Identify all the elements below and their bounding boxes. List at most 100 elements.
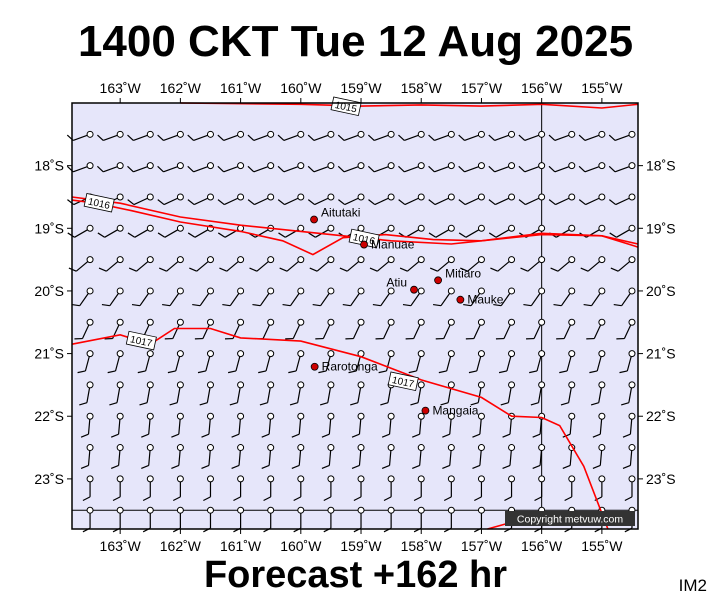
wind-barb-circle bbox=[327, 444, 335, 452]
wind-barb-staff bbox=[352, 324, 361, 339]
wind-barb-feather bbox=[247, 165, 255, 173]
wind-barb-circle bbox=[86, 475, 94, 483]
wind-barb-circle bbox=[477, 381, 485, 389]
wind-barb bbox=[442, 412, 455, 438]
copyright-text: Copyright metvuw.com bbox=[517, 514, 623, 526]
wind-barb-staff bbox=[224, 197, 239, 206]
wind-barb-feather bbox=[351, 433, 360, 438]
wind-barb-feather bbox=[342, 303, 351, 307]
wind-barb bbox=[141, 412, 154, 438]
wind-barb bbox=[529, 350, 546, 374]
wind-barb bbox=[402, 287, 425, 307]
axis-ticks: 163˚W 163˚W 162˚W 162˚W 161˚W 161˚W 160˚W 160˚W… bbox=[34, 80, 675, 554]
wind-barb bbox=[578, 162, 606, 173]
wind-barb-circle bbox=[267, 444, 275, 452]
wind-barb-circle bbox=[447, 412, 455, 420]
wind-barb-circle bbox=[387, 475, 395, 483]
map-frame bbox=[71, 102, 639, 530]
wind-barb-feather bbox=[383, 496, 392, 502]
wind-barb bbox=[435, 318, 455, 340]
wind-barb-staff bbox=[629, 450, 633, 466]
wind-barb-staff bbox=[388, 450, 392, 466]
wind-barb bbox=[378, 350, 395, 374]
wind-barb bbox=[277, 193, 305, 206]
town-marker: Manuae bbox=[360, 238, 415, 252]
wind-barb bbox=[608, 193, 636, 206]
wind-barb-feather bbox=[578, 134, 586, 141]
wind-barb-staff bbox=[283, 134, 299, 142]
wind-barb bbox=[458, 130, 485, 142]
wind-barb-feather bbox=[590, 402, 599, 406]
wind-barb bbox=[413, 506, 425, 533]
wind-barb-feather bbox=[472, 464, 481, 470]
wind-barb-circle bbox=[237, 256, 245, 264]
wind-barb bbox=[172, 506, 184, 533]
wind-barb-staff bbox=[596, 356, 602, 372]
wind-barb-feather bbox=[550, 267, 559, 272]
wind-barb bbox=[68, 256, 94, 272]
wind-barb-circle bbox=[477, 256, 485, 264]
wind-barb-circle bbox=[538, 256, 546, 264]
wind-barb-circle bbox=[538, 193, 546, 201]
wind-barb bbox=[247, 130, 275, 142]
wind-barb-staff bbox=[103, 166, 118, 173]
wind-barb-staff bbox=[470, 293, 481, 307]
wind-barb-circle bbox=[327, 162, 335, 170]
wind-barb-feather bbox=[171, 433, 180, 438]
wind-barb-staff bbox=[262, 324, 270, 339]
wind-barb-circle bbox=[267, 287, 275, 295]
wind-barb-staff bbox=[346, 261, 360, 272]
town-dot bbox=[360, 240, 368, 249]
wind-barb-circle bbox=[508, 287, 516, 295]
wind-barb-circle bbox=[176, 256, 184, 264]
wind-barb-circle bbox=[477, 475, 485, 483]
lat-tick-label-right: 20˚S bbox=[646, 283, 676, 299]
wind-barb-staff bbox=[265, 356, 271, 372]
wind-barb-circle bbox=[86, 287, 94, 295]
wind-barb-feather bbox=[142, 496, 151, 502]
wind-barb-feather bbox=[619, 370, 628, 374]
wind-barb bbox=[351, 444, 365, 470]
wind-barb-staff bbox=[268, 450, 272, 466]
wind-barb-circle bbox=[146, 381, 154, 389]
isobar-label-box bbox=[125, 330, 157, 351]
wind-barb-staff bbox=[133, 134, 148, 142]
wind-barb-staff bbox=[387, 387, 392, 403]
isobar-label: 1016 bbox=[83, 193, 115, 213]
wind-barb-staff bbox=[81, 324, 90, 339]
wind-barb-feather bbox=[278, 232, 286, 238]
wind-barb-feather bbox=[107, 370, 116, 374]
wind-barb-staff bbox=[467, 261, 480, 272]
lon-tick-label-bottom: 156˚W bbox=[521, 538, 563, 554]
wind-barb bbox=[556, 318, 576, 340]
wind-barb bbox=[164, 318, 184, 340]
wind-barb bbox=[495, 318, 516, 340]
isobar-label-text: 1016 bbox=[352, 232, 376, 247]
wind-barb-feather bbox=[429, 267, 438, 272]
wind-barb-staff bbox=[196, 261, 209, 272]
wind-barb bbox=[589, 350, 606, 374]
wind-barb bbox=[80, 444, 94, 470]
wind-barb-feather bbox=[312, 303, 321, 307]
wind-barb-staff bbox=[87, 419, 91, 435]
wind-barb-feather bbox=[217, 134, 225, 141]
wind-barb-feather bbox=[289, 402, 298, 406]
wind-barb-feather bbox=[474, 496, 482, 502]
wind-barb bbox=[616, 318, 636, 340]
town-marker: Mitiaro bbox=[434, 266, 481, 285]
wind-barb-circle bbox=[237, 412, 245, 420]
wind-barb-staff bbox=[503, 324, 511, 339]
wind-barb-circle bbox=[598, 381, 606, 389]
wind-barb-circle bbox=[146, 475, 154, 483]
town-marker: Aitutaki bbox=[310, 206, 360, 224]
wind-barb bbox=[319, 381, 335, 406]
wind-barb bbox=[368, 193, 395, 206]
wind-barb bbox=[231, 444, 245, 470]
wind-barb-feather bbox=[398, 199, 406, 206]
wind-barb-circle bbox=[387, 224, 395, 232]
wind-barb-staff bbox=[238, 450, 241, 466]
wind-barb-staff bbox=[253, 166, 269, 173]
wind-barb-staff bbox=[328, 450, 332, 466]
wind-barb bbox=[98, 256, 124, 272]
wind-barb-circle bbox=[327, 475, 335, 483]
